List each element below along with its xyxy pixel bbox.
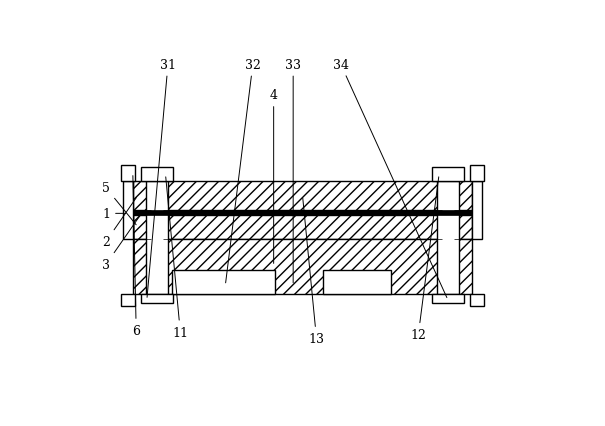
Bar [123,181,133,239]
Text: 12: 12 [410,178,439,341]
Bar [469,165,484,181]
Bar [437,210,459,216]
Text: 5: 5 [102,182,136,225]
Bar [432,294,464,304]
Bar [133,210,472,216]
Bar [133,216,472,239]
Bar [133,181,472,210]
Text: 2: 2 [102,198,136,248]
Bar [121,165,136,181]
Text: 11: 11 [166,178,188,339]
Text: 4: 4 [270,89,278,264]
Bar [146,210,168,216]
Text: 1: 1 [102,207,126,220]
Bar [141,167,173,181]
Text: 31: 31 [147,58,176,298]
Bar [172,271,275,294]
Bar [472,181,482,239]
Bar [133,239,472,294]
Bar [469,294,484,307]
Bar [121,294,136,307]
Bar [323,271,391,294]
Bar [141,294,173,304]
Text: 13: 13 [302,199,324,345]
Text: 34: 34 [333,58,447,298]
Text: 33: 33 [285,58,301,283]
Text: 32: 32 [226,58,261,283]
Bar [432,167,464,181]
Bar [437,181,459,294]
Text: 6: 6 [132,176,140,337]
Text: 3: 3 [102,215,140,271]
Bar [146,181,168,294]
